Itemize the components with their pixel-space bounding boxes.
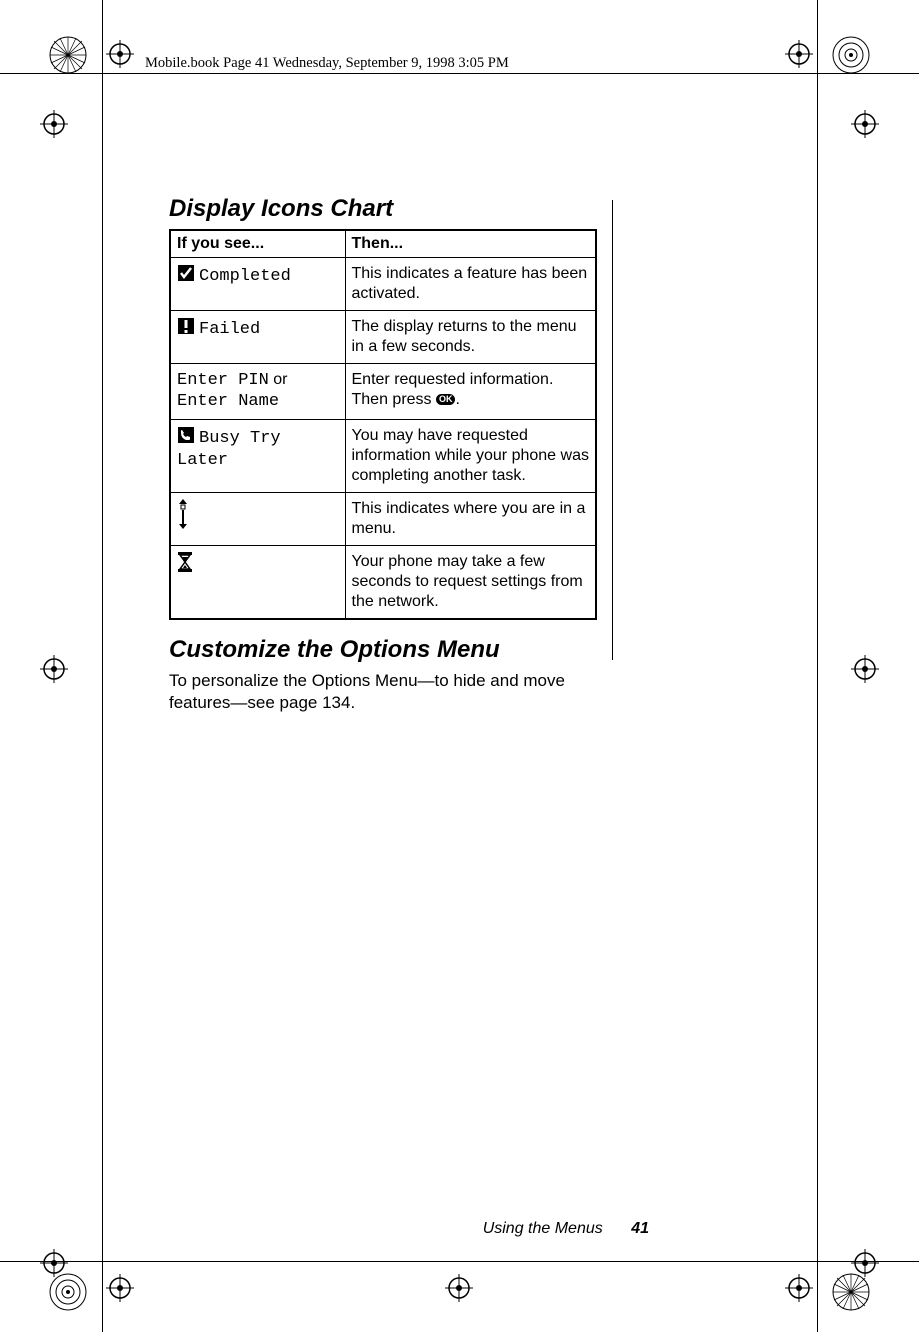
hourglass-icon [177, 552, 193, 578]
lcd-enter-name: Enter Name [177, 392, 279, 411]
crop-mark-icon [785, 1274, 813, 1302]
desc-completed: This indicates a feature has been activa… [345, 258, 596, 311]
desc-enter-post: . [455, 391, 459, 408]
footer-section-name: Using the Menus [483, 1220, 603, 1237]
corner-ornament-icon [48, 1272, 88, 1312]
crop-mark-icon [785, 40, 813, 68]
table-row: Your phone may take a few seconds to req… [170, 545, 596, 619]
section-title-customize: Customize the Options Menu [169, 636, 609, 664]
page-content: Display Icons Chart If you see... Then..… [169, 195, 609, 714]
ok-button-icon: OK [436, 394, 456, 405]
column-divider [612, 200, 613, 660]
table-header-then: Then... [345, 230, 596, 258]
crop-mark-icon [106, 1274, 134, 1302]
corner-ornament-icon [48, 35, 88, 75]
table-row: Failed The display returns to the menu i… [170, 311, 596, 364]
lcd-failed: Failed [199, 320, 260, 339]
crop-mark-icon [851, 655, 879, 683]
scroll-position-icon [177, 499, 189, 535]
corner-ornament-icon [831, 35, 871, 75]
lcd-busy-2: Later [177, 451, 228, 470]
table-header-ifsee: If you see... [170, 230, 345, 258]
table-row: Busy Try Later You may have requested in… [170, 419, 596, 492]
table-row: This indicates where you are in a menu. [170, 492, 596, 545]
exclamation-icon [177, 317, 195, 341]
doc-header-meta: Mobile.book Page 41 Wednesday, September… [145, 55, 509, 72]
crop-mark-icon [40, 110, 68, 138]
crop-mark-icon [445, 1274, 473, 1302]
lcd-enter-pin: Enter PIN [177, 371, 269, 390]
lcd-busy-1: Busy Try [199, 429, 281, 448]
corner-ornament-icon [831, 1272, 871, 1312]
display-icons-table: If you see... Then... Completed This ind… [169, 229, 597, 620]
desc-failed: The display returns to the menu in a few… [345, 311, 596, 364]
plain-or: or [269, 371, 288, 388]
page-footer: Using the Menus 41 [483, 1220, 649, 1238]
table-row: Enter PIN or Enter Name Enter requested … [170, 364, 596, 420]
footer-page-number: 41 [631, 1220, 649, 1237]
crop-mark-icon [106, 40, 134, 68]
desc-hourglass: Your phone may take a few seconds to req… [345, 545, 596, 619]
table-row: Completed This indicates a feature has b… [170, 258, 596, 311]
check-icon [177, 264, 195, 288]
desc-scroll: This indicates where you are in a menu. [345, 492, 596, 545]
customize-body: To personalize the Options Menu—to hide … [169, 670, 569, 714]
section-title-display-icons: Display Icons Chart [169, 195, 609, 223]
lcd-completed: Completed [199, 267, 291, 286]
phone-icon [177, 426, 195, 450]
desc-busy: You may have requested information while… [345, 419, 596, 492]
crop-mark-icon [851, 110, 879, 138]
crop-mark-icon [40, 655, 68, 683]
